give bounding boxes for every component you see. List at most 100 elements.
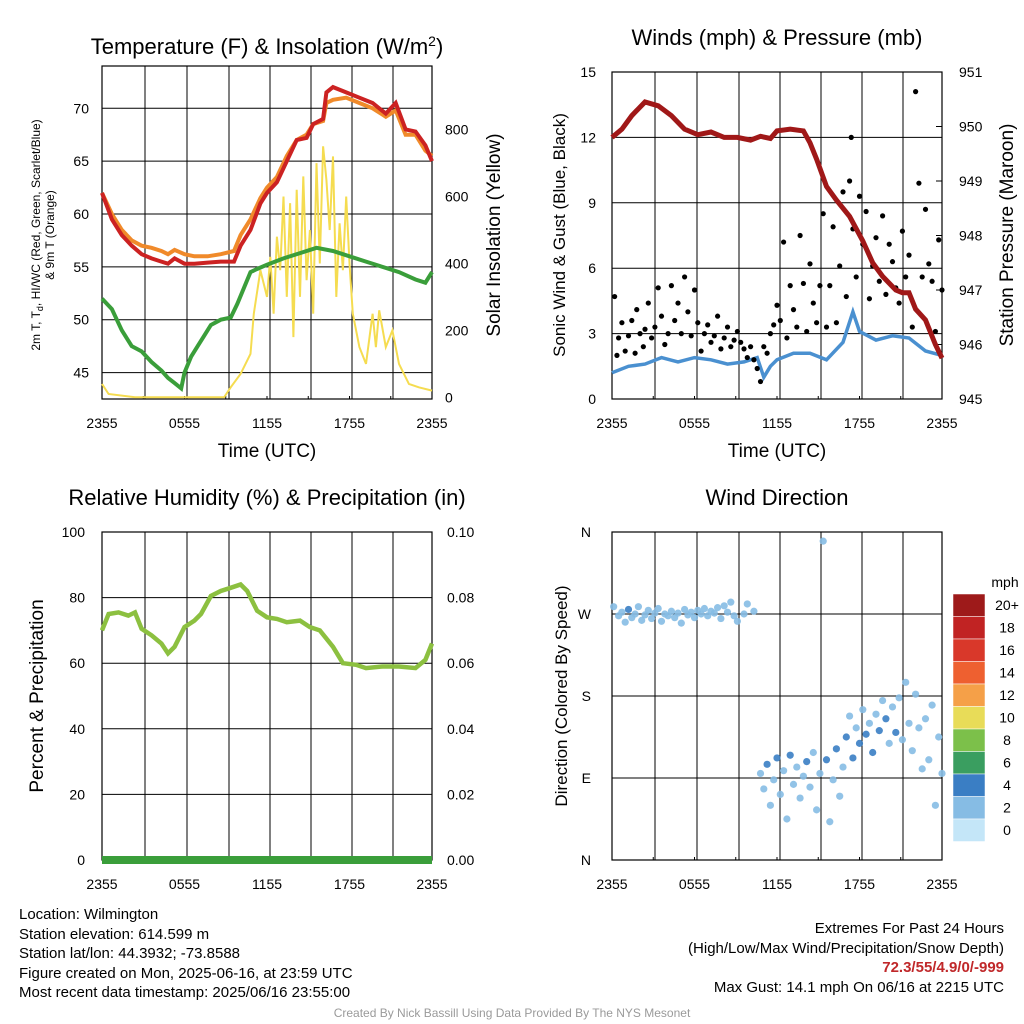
y2-tick-label: 400 [445, 255, 469, 271]
winds-ylabel: Sonic Wind & Gust (Blue, Black) [550, 113, 569, 357]
colorbar-label: 10 [999, 710, 1015, 726]
direction-point [681, 605, 689, 614]
colorbar-label: 4 [1003, 777, 1011, 793]
gust-point [814, 320, 820, 326]
direction-point [875, 727, 883, 735]
direction-point [813, 806, 821, 814]
direction-point [859, 706, 867, 714]
gust-point [913, 89, 919, 95]
gust-point [896, 300, 902, 306]
y2-tick-label: 0.02 [447, 786, 474, 802]
gust-point [820, 211, 826, 217]
direction-point [674, 609, 682, 617]
gust-point [625, 333, 632, 339]
direction-point [657, 617, 666, 625]
gust-point [678, 331, 684, 337]
x-tick-label: 1755 [844, 876, 875, 892]
direction-point [832, 745, 841, 753]
y2-tick-label: 950 [959, 119, 983, 135]
y2-tick-label: 948 [959, 228, 983, 244]
gust-point [672, 317, 678, 324]
direction-point [892, 728, 900, 737]
y-tick-label: 15 [580, 64, 596, 80]
max-gust-text: Max Gust: 14.1 mph On 06/16 at 2215 UTC [713, 978, 1004, 996]
x-tick-label: 1755 [334, 415, 365, 431]
direction-point [846, 712, 854, 720]
created-text: Figure created on Mon, 2025-06-16, at 23… [19, 964, 353, 982]
temperature-ylabel-line: & 9m T (Orange) [43, 190, 57, 280]
colorbar-swatch [952, 773, 986, 797]
y-tick-label: 45 [73, 365, 89, 381]
temperature-ylabel-line: 2m T, Td, HI/WC (Red, Green, Scarlet/Blu… [29, 119, 45, 350]
y-tick-label: E [582, 770, 591, 786]
x-tick-label: 1155 [762, 415, 792, 431]
direction-point [710, 609, 718, 617]
y-tick-label: 55 [73, 259, 89, 275]
direction-title: Wind Direction [705, 485, 848, 510]
direction-point [829, 776, 837, 784]
temperature-panel: Temperature (F) & Insolation (W/m2) 45 50 5… [29, 33, 505, 462]
extremes-box: Extremes For Past 24 Hours (High/Low/Max… [688, 919, 1004, 997]
direction-point [717, 614, 725, 623]
gust-point [876, 278, 882, 284]
gust-point [718, 346, 724, 352]
direction-point [902, 678, 910, 686]
gust-point [932, 328, 939, 335]
direction-point [888, 703, 897, 711]
gust-point [781, 239, 787, 245]
gust-point [837, 263, 843, 269]
direction-panel: Wind Direction N E S W N 2355 0555 1155 1755 2355 D… [552, 485, 958, 892]
gust-point [880, 213, 886, 219]
gust-point [757, 378, 764, 385]
direction-point [809, 748, 817, 757]
direction-point [720, 602, 728, 610]
direction-point [638, 616, 646, 624]
direction-point [648, 614, 656, 623]
gust-point [629, 317, 635, 324]
y2-tick-label: 0.08 [447, 590, 474, 606]
gust-point [804, 328, 810, 335]
direction-point [921, 715, 930, 723]
gust-point [863, 208, 869, 215]
colorbar-label: 12 [999, 687, 1015, 703]
y2-tick-label: 947 [959, 282, 983, 298]
direction-point [789, 780, 798, 788]
latlon-text: Station lat/lon: 44.3932; -73.8588 [19, 945, 241, 962]
direction-point [849, 754, 857, 762]
gust-point [807, 261, 813, 267]
y-tick-label: 60 [69, 655, 85, 671]
direction-point [667, 607, 676, 615]
gust-point [622, 348, 628, 354]
direction-point [935, 733, 943, 741]
direction-point [618, 608, 626, 616]
insolation-line [101, 146, 433, 399]
gust-point [682, 274, 688, 280]
x-tick-label: 2355 [416, 876, 447, 892]
colorbar-swatch [952, 638, 986, 662]
gust-point [744, 354, 750, 361]
credit-text: Created By Nick Bassill Using Data Provi… [333, 1006, 691, 1020]
direction-point [750, 607, 758, 615]
colorbar-swatch [952, 706, 986, 730]
direction-point [872, 710, 880, 718]
colorbar-label: 2 [1003, 800, 1011, 816]
direction-point [885, 739, 893, 747]
direction-point [915, 724, 923, 732]
direction-point [677, 619, 685, 627]
direction-point [925, 756, 933, 764]
x-tick-label: 0555 [679, 876, 710, 892]
direction-point [826, 818, 834, 826]
direction-point [760, 785, 768, 793]
colorbar-label: 18 [999, 620, 1015, 636]
colorbar-label: 20+ [995, 597, 1019, 613]
direction-point [770, 776, 778, 784]
direction-point [819, 537, 827, 545]
y-tick-label: 65 [73, 153, 89, 169]
direction-point [644, 606, 652, 614]
direction-point [879, 696, 887, 705]
gust-point [939, 287, 945, 293]
y-tick-label: 20 [69, 786, 85, 802]
direction-point [895, 694, 903, 702]
gust-point [616, 335, 622, 341]
gust-point [800, 280, 807, 287]
